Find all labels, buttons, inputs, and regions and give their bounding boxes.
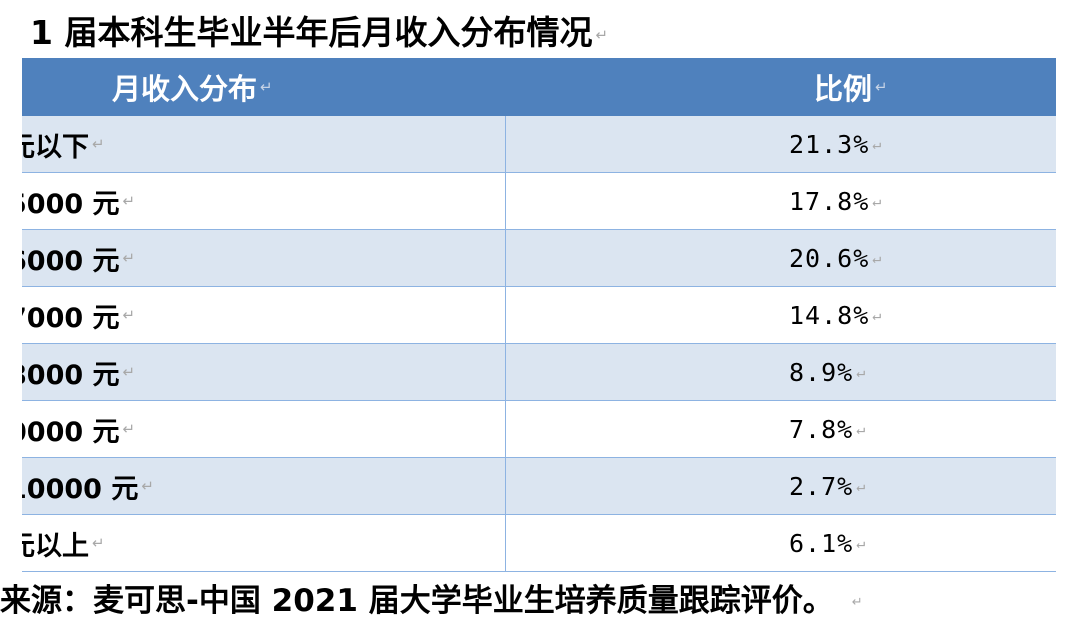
table-header-row: 月收入分布 ↵ 比例 ↵ [22, 58, 1056, 116]
income-range-text: 元以上 [22, 530, 89, 562]
income-range-cell: 5000 元↵ [22, 173, 506, 229]
income-range-cell: 元以下↵ [22, 116, 506, 172]
paragraph-mark-icon: ↵ [122, 192, 136, 210]
income-range-text: 10000 元 [22, 473, 139, 505]
income-range-cell: 6000 元↵ [22, 230, 506, 286]
ratio-cell: 14.8% ↵ [506, 287, 1056, 343]
header-income-range: 月收入分布 ↵ [22, 58, 506, 116]
table-row: 6000 元↵ 20.6%↵ [22, 230, 1056, 287]
income-range-text: 7000 元 [22, 302, 120, 334]
income-range-cell: 10000 元↵ [22, 458, 506, 514]
income-range-text: 6000 元 [22, 245, 120, 277]
paragraph-mark-icon: ↵ [856, 420, 867, 438]
ratio-text: 8.9% [789, 357, 854, 387]
ratio-text: 21.3% [789, 129, 870, 159]
ratio-cell: 2.7% ↵ [506, 458, 1056, 514]
paragraph-mark-icon: ↵ [122, 249, 136, 267]
ratio-cell: 17.8% ↵ [506, 173, 1056, 229]
paragraph-mark-icon: ↵ [872, 306, 883, 324]
ratio-text: 6.1% [789, 528, 854, 558]
source-note: 来源：麦可思-中国 2021 届大学毕业生培养质量跟踪评价。 ↵ [0, 578, 863, 624]
income-range-text: 0000 元 [22, 416, 120, 448]
table-row: 7000 元↵ 14.8%↵ [22, 287, 1056, 344]
table-row: 10000 元↵ 2.7%↵ [22, 458, 1056, 515]
income-table: 月收入分布↵ 比例↵ 元以下↵ 21.3%↵ 5000 元↵ 17.8%↵ 60… [22, 58, 1056, 572]
ratio-cell: 20.6% ↵ [506, 230, 1056, 286]
income-range-text: 元以下 [22, 131, 89, 163]
table-row: 元以上↵ 6.1%↵ [22, 515, 1056, 572]
paragraph-mark-icon: ↵ [851, 594, 863, 610]
paragraph-mark-icon: ↵ [875, 78, 888, 96]
ratio-cell: 7.8% ↵ [506, 401, 1056, 457]
paragraph-mark-icon: ↵ [92, 534, 105, 552]
header-income-range-label: 月收入分布 [112, 72, 258, 106]
paragraph-mark-icon: ↵ [856, 534, 867, 552]
ratio-cell: 21.3% ↵ [506, 116, 1056, 172]
paragraph-mark-icon: ↵ [872, 135, 883, 153]
table-row: 5000 元↵ 17.8%↵ [22, 173, 1056, 230]
ratio-cell: 6.1% ↵ [506, 515, 1056, 571]
income-range-cell: 0000 元↵ [22, 401, 506, 457]
ratio-text: 2.7% [789, 471, 854, 501]
paragraph-mark-icon: ↵ [260, 78, 273, 96]
paragraph-mark-icon: ↵ [595, 25, 609, 44]
paragraph-mark-icon: ↵ [141, 477, 154, 495]
ratio-text: 20.6% [789, 243, 870, 273]
income-range-text: 8000 元 [22, 359, 120, 391]
header-ratio: 比例 ↵ [506, 58, 1056, 116]
paragraph-mark-icon: ↵ [122, 420, 136, 438]
source-note-text: 来源：麦可思-中国 2021 届大学毕业生培养质量跟踪评价。 [0, 583, 834, 619]
ratio-text: 7.8% [789, 414, 854, 444]
table-row: 元以下↵ 21.3%↵ [22, 116, 1056, 173]
income-range-cell: 7000 元↵ [22, 287, 506, 343]
header-ratio-label: 比例 [814, 72, 873, 106]
income-range-cell: 8000 元↵ [22, 344, 506, 400]
paragraph-mark-icon: ↵ [122, 306, 136, 324]
paragraph-mark-icon: ↵ [872, 249, 883, 267]
income-range-cell: 元以上↵ [22, 515, 506, 571]
paragraph-mark-icon: ↵ [92, 135, 105, 153]
paragraph-mark-icon: ↵ [122, 363, 136, 381]
ratio-text: 17.8% [789, 186, 870, 216]
ratio-text: 14.8% [789, 300, 870, 330]
ratio-cell: 8.9% ↵ [506, 344, 1056, 400]
paragraph-mark-icon: ↵ [856, 477, 867, 495]
table-row: 0000 元↵ 7.8%↵ [22, 401, 1056, 458]
paragraph-mark-icon: ↵ [856, 363, 867, 381]
paragraph-mark-icon: ↵ [872, 192, 883, 210]
table-title: 1 届本科生毕业半年后月收入分布情况 ↵ [30, 10, 608, 56]
table-row: 8000 元↵ 8.9%↵ [22, 344, 1056, 401]
table-title-text: 1 届本科生毕业半年后月收入分布情况 [30, 13, 593, 52]
income-range-text: 5000 元 [22, 188, 120, 220]
